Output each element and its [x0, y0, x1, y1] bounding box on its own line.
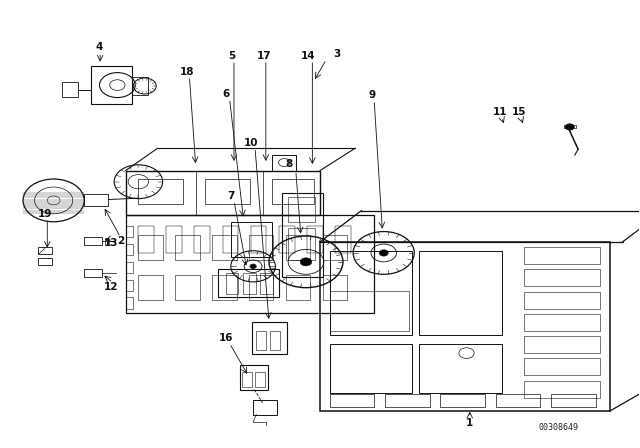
Bar — [226, 273, 239, 294]
Bar — [212, 275, 237, 300]
Bar — [288, 197, 315, 222]
Bar — [223, 226, 239, 253]
Bar — [524, 336, 600, 353]
Bar — [249, 275, 273, 300]
Bar — [330, 344, 412, 393]
Bar — [252, 322, 287, 354]
Bar — [524, 314, 600, 331]
Bar — [260, 273, 273, 294]
Circle shape — [300, 258, 312, 266]
Bar — [84, 268, 102, 276]
Bar — [125, 280, 133, 291]
Bar — [282, 193, 323, 277]
Bar — [440, 394, 485, 406]
Bar — [323, 235, 348, 260]
Bar — [564, 125, 575, 128]
Bar — [250, 226, 266, 253]
Text: 3: 3 — [333, 49, 341, 59]
Circle shape — [250, 264, 256, 268]
Bar — [243, 372, 252, 388]
Bar — [524, 247, 600, 264]
Bar — [551, 394, 596, 406]
Bar — [91, 66, 132, 104]
Bar — [125, 297, 133, 309]
Text: 00308649: 00308649 — [539, 423, 579, 432]
Bar — [272, 180, 314, 204]
Bar — [286, 235, 310, 260]
Bar — [138, 275, 163, 300]
Bar — [175, 235, 200, 260]
Circle shape — [380, 250, 388, 256]
Text: 9: 9 — [369, 90, 376, 100]
Bar — [330, 291, 409, 331]
Bar — [62, 82, 78, 97]
Bar — [278, 226, 294, 253]
Text: 19: 19 — [38, 209, 52, 219]
Bar — [240, 365, 268, 390]
Bar — [270, 331, 280, 349]
Bar — [419, 251, 502, 335]
Bar — [385, 394, 429, 406]
Bar — [125, 226, 133, 237]
Bar — [132, 77, 148, 95]
Bar — [84, 237, 102, 246]
Bar — [524, 358, 600, 375]
Text: 10: 10 — [244, 138, 259, 147]
Bar — [125, 171, 320, 215]
Bar — [84, 194, 108, 206]
Text: 15: 15 — [511, 107, 526, 117]
Text: 4: 4 — [95, 42, 102, 52]
Bar — [166, 226, 182, 253]
Bar — [138, 226, 154, 253]
Bar — [218, 268, 278, 297]
Bar — [243, 273, 255, 294]
Bar — [38, 247, 52, 254]
Bar — [330, 394, 374, 406]
Bar — [38, 258, 52, 265]
Bar — [256, 331, 266, 349]
Text: 2: 2 — [117, 236, 124, 246]
Bar — [138, 180, 183, 204]
Text: 17: 17 — [257, 51, 271, 61]
Bar — [138, 235, 163, 260]
Text: 16: 16 — [218, 333, 233, 344]
Bar — [320, 242, 610, 411]
Bar — [524, 292, 600, 309]
Bar — [524, 381, 600, 398]
Bar — [419, 344, 502, 393]
Bar — [286, 275, 310, 300]
Circle shape — [565, 124, 574, 130]
Text: 18: 18 — [180, 67, 195, 77]
Bar — [205, 180, 250, 204]
Bar — [524, 269, 600, 286]
Bar — [249, 235, 273, 260]
Bar — [330, 251, 412, 335]
Bar — [272, 155, 296, 171]
Text: 12: 12 — [104, 282, 118, 292]
Bar — [255, 372, 265, 388]
Text: 7: 7 — [227, 191, 234, 201]
Text: 6: 6 — [222, 89, 229, 99]
Text: 8: 8 — [286, 159, 293, 169]
Bar — [496, 394, 540, 406]
Text: 5: 5 — [228, 51, 236, 61]
Bar — [125, 244, 133, 255]
Bar — [335, 226, 351, 253]
Bar — [307, 226, 323, 253]
Text: 1: 1 — [466, 418, 474, 428]
Text: 11: 11 — [492, 107, 507, 117]
Bar — [212, 235, 237, 260]
Bar — [175, 275, 200, 300]
Bar — [125, 215, 374, 313]
Bar — [195, 226, 211, 253]
Text: 14: 14 — [301, 51, 316, 61]
Bar — [253, 400, 277, 414]
Bar — [125, 262, 133, 273]
Bar — [231, 222, 272, 258]
Text: 13: 13 — [104, 238, 118, 248]
Bar — [288, 228, 315, 260]
Bar — [323, 275, 348, 300]
